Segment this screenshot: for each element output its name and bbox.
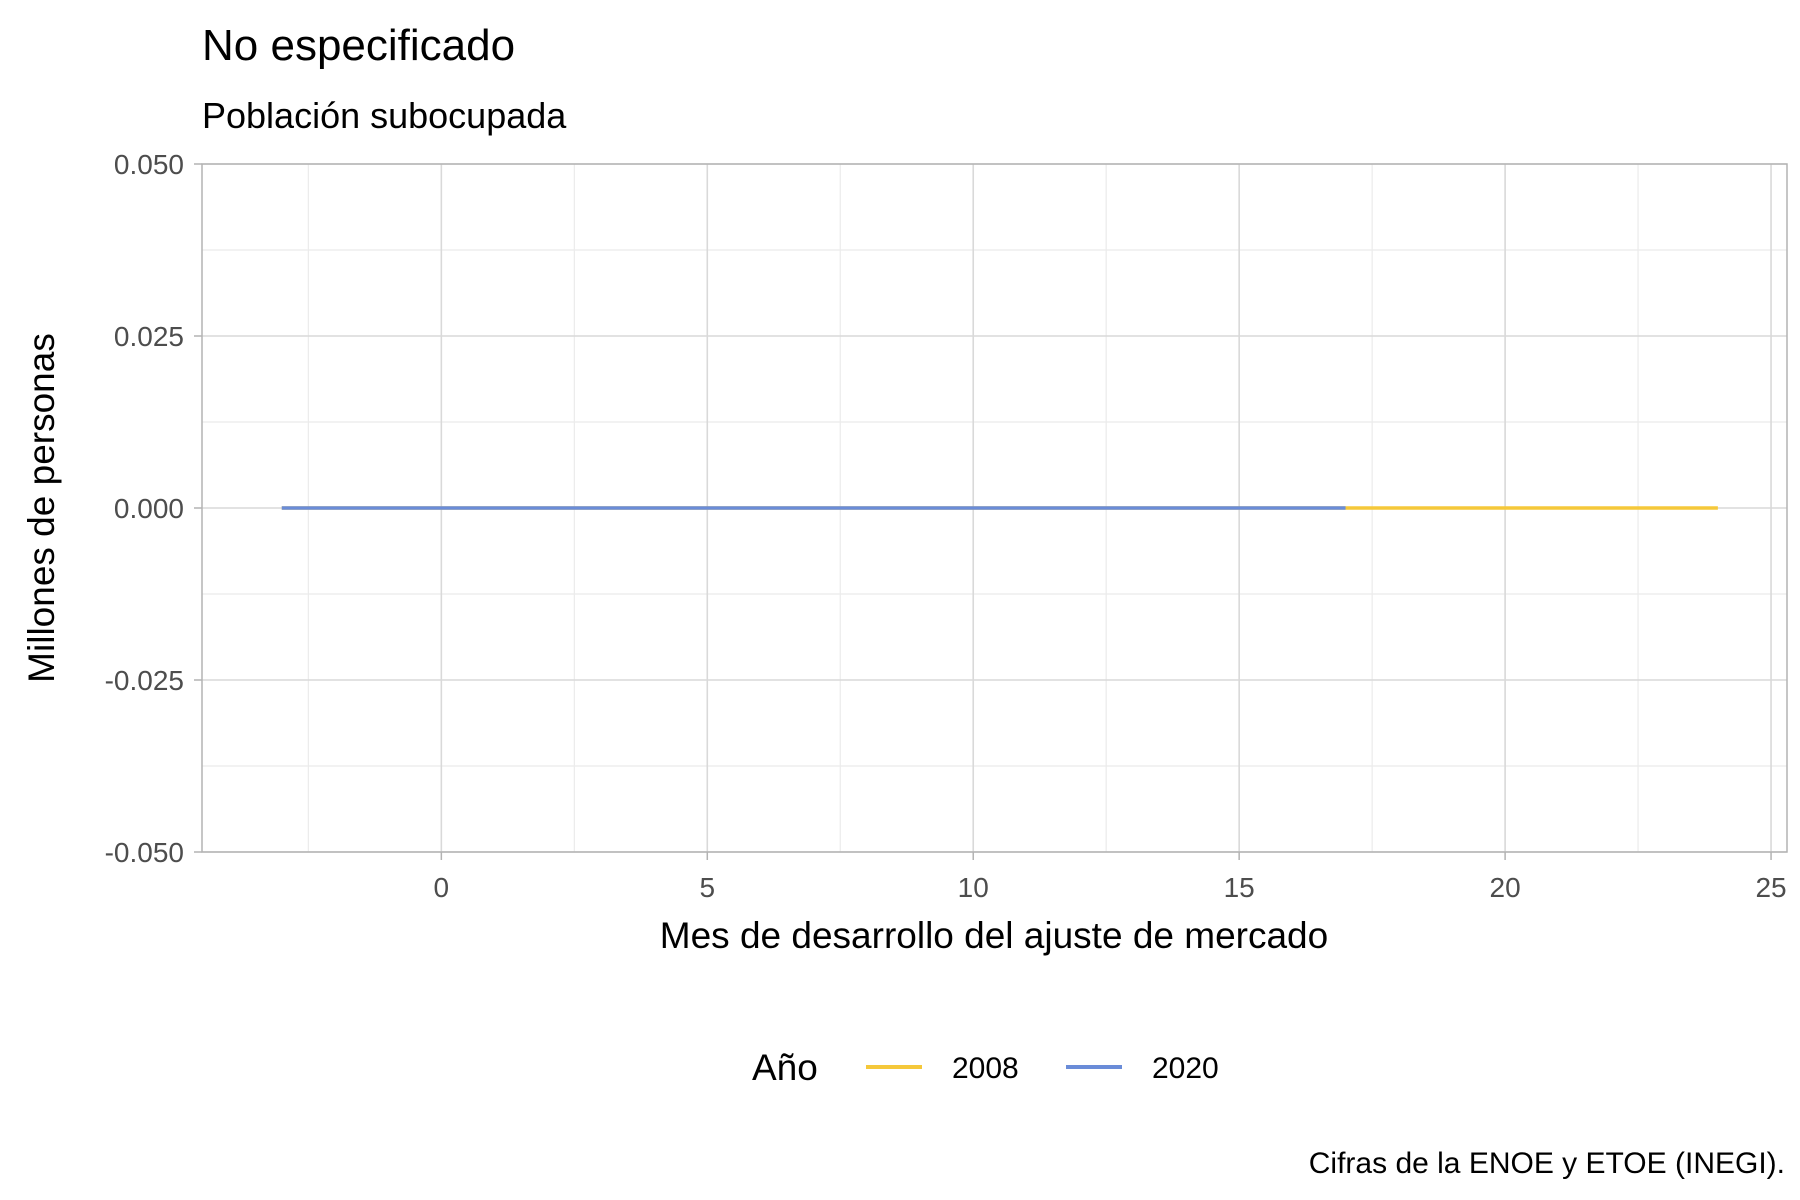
legend: Año 2008 2020 [752,1047,1219,1088]
y-tick-label: -0.025 [105,665,184,696]
x-axis-title: Mes de desarrollo del ajuste de mercado [660,915,1328,956]
y-axis-title: Millones de personas [21,333,62,683]
axis-ticks: 0 5 10 15 20 25 -0.050 -0.025 0.000 0.025 0.050 [105,149,1787,903]
legend-title: Año [752,1047,818,1088]
chart-subtitle: Población subocupada [202,95,567,136]
x-tick-label: 25 [1755,872,1786,903]
x-tick-label: 5 [699,872,715,903]
x-tick-label: 0 [434,872,450,903]
legend-label-2020: 2020 [1152,1052,1219,1085]
legend-label-2008: 2008 [952,1052,1019,1085]
y-tick-label: 0.000 [114,493,184,524]
chart-title: No especificado [202,21,515,70]
y-tick-label: 0.050 [114,149,184,180]
x-tick-label: 10 [958,872,989,903]
x-tick-label: 15 [1224,872,1255,903]
y-tick-label: -0.050 [105,837,184,868]
y-tick-label: 0.025 [114,321,184,352]
chart-caption: Cifras de la ENOE y ETOE (INEGI). [1309,1147,1785,1180]
x-tick-label: 20 [1490,872,1521,903]
